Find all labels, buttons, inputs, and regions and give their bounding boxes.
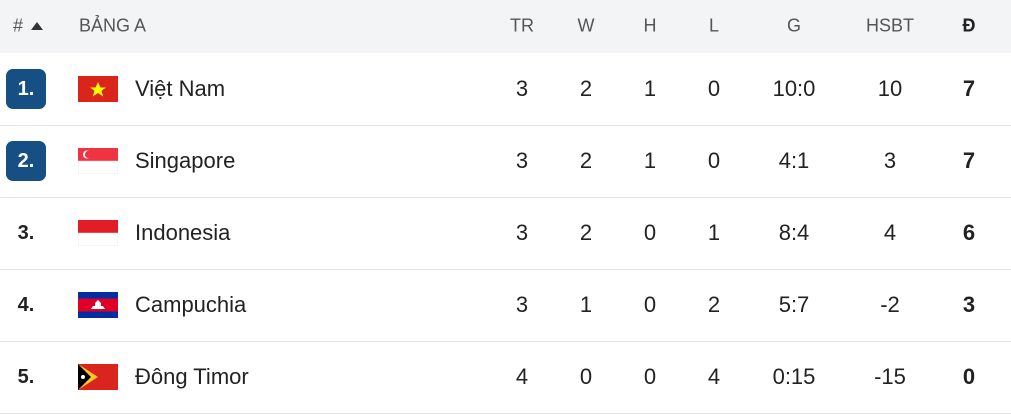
stat: 10	[877, 76, 903, 101]
rank: 1.	[6, 69, 46, 109]
column-header: Đ	[962, 15, 976, 36]
stat: -2	[880, 292, 900, 317]
stat: 0	[643, 364, 657, 389]
team-flag	[78, 364, 118, 390]
team-row: 4. Campuchia 3 1 0 2 5:7 -2 3	[0, 269, 1011, 342]
stat: 3	[515, 148, 529, 173]
stat: 1	[643, 76, 657, 101]
team-name: Việt Nam	[135, 76, 226, 101]
stat: 3	[515, 292, 529, 317]
rank: 3.	[17, 221, 35, 244]
stat: 0	[707, 76, 721, 101]
column-header: G	[786, 15, 802, 36]
points: 0	[962, 364, 976, 389]
stat: 3	[515, 76, 529, 101]
stat: 2	[579, 76, 593, 101]
stat: 8:4	[778, 220, 810, 245]
rank: 2.	[6, 141, 46, 181]
stat: 1	[643, 148, 657, 173]
stat: 1	[707, 220, 721, 245]
team-row: 5. Đông Timor 4 0 0 4 0:15 -15 0	[0, 341, 1011, 414]
column-header: L	[708, 15, 720, 36]
stat: 2	[579, 148, 593, 173]
rank: 5.	[17, 365, 35, 388]
stat: 0	[643, 220, 657, 245]
team-row: 2. Singapore 3 2 1 0 4:1 3 7	[0, 125, 1011, 198]
stat: -15	[874, 364, 906, 389]
group-header: BẢNG A	[79, 15, 147, 36]
column-header: TR	[510, 15, 534, 36]
stat: 2	[579, 220, 593, 245]
stat: 0	[579, 364, 593, 389]
team-flag	[78, 76, 118, 102]
stat: 0:15	[772, 364, 816, 389]
stat: 3	[883, 148, 897, 173]
points: 7	[962, 148, 976, 173]
stat: 4	[515, 364, 529, 389]
stat: 0	[707, 148, 721, 173]
stat: 1	[579, 292, 593, 317]
team-name: Indonesia	[135, 220, 231, 245]
points: 7	[962, 76, 976, 101]
stat: 4:1	[778, 148, 810, 173]
stat: 4	[707, 364, 721, 389]
stat: 0	[643, 292, 657, 317]
stat: 10:0	[772, 76, 816, 101]
team-name: Campuchia	[135, 292, 247, 317]
team-row: 3. Indonesia 3 2 0 1 8:4 4 6	[0, 197, 1011, 270]
stat: 2	[707, 292, 721, 317]
stat: 3	[515, 220, 529, 245]
column-header: HSBT	[865, 15, 915, 36]
rank: 4.	[17, 293, 35, 316]
team-flag	[78, 292, 118, 318]
team-name: Đông Timor	[135, 364, 249, 389]
sort-icon	[31, 22, 43, 30]
column-header: W	[577, 15, 595, 36]
column-header: H	[643, 15, 657, 36]
team-name: Singapore	[135, 148, 236, 173]
team-flag	[78, 148, 118, 174]
team-row: 1. Việt Nam 3 2 1 0 10:0 10 7	[0, 53, 1011, 126]
team-flag	[78, 220, 118, 246]
stat: 5:7	[778, 292, 810, 317]
rank-header: #	[12, 15, 24, 36]
table-header: # BẢNG A TR W H L G HSBT Đ	[0, 0, 1011, 53]
points: 6	[962, 220, 976, 245]
stat: 4	[883, 220, 897, 245]
points: 3	[962, 292, 976, 317]
